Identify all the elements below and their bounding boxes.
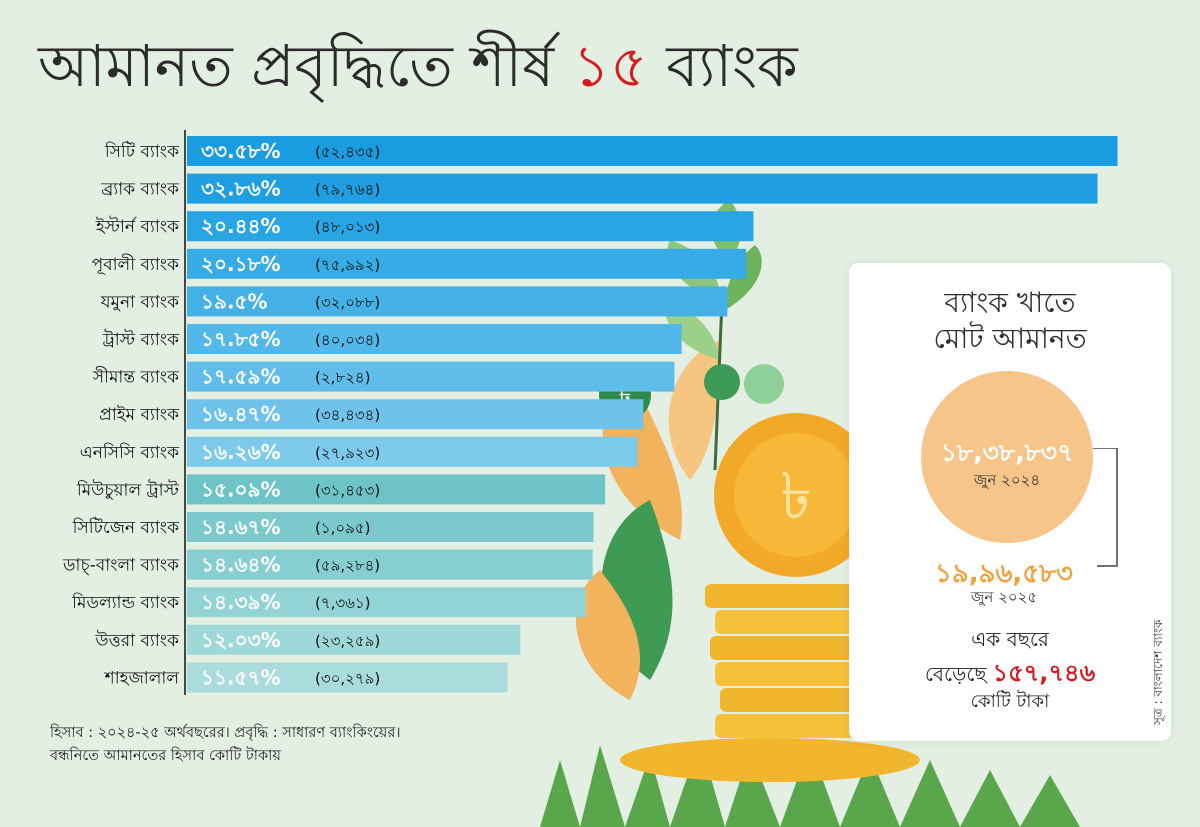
bar (187, 136, 1118, 166)
increase-line: বেড়েছে ১৫৭,৭৪৬ (849, 655, 1171, 695)
title-number: ১৫ (572, 32, 648, 100)
bar (187, 512, 594, 542)
bar (187, 549, 593, 580)
deposit-2024-circle: ১৮,৩৮,৮৩৭ জুন ২০২৪ (921, 371, 1093, 543)
deposit-label: (১,০৯৫) (315, 519, 370, 537)
deposit-label: (৫২,৪৩৫) (315, 143, 380, 161)
bracket-connector (1093, 448, 1118, 567)
increase-prefix: এক বছরে (971, 627, 1049, 651)
category-label: শাহজালাল (104, 668, 180, 688)
value-label: ১৪.৬৪% (201, 553, 281, 577)
footnote-line2: বন্ধনিতে আমানতের হিসাব কোটি টাকায় (50, 748, 281, 764)
value-label: ১৪.৬৭% (201, 515, 281, 539)
deposit-label: (৩১,৪৫৩) (315, 481, 380, 499)
value-label: ২০.১৮% (201, 252, 281, 276)
source-note: সূত্র : বাংলাদেশ ব্যাংক (1151, 619, 1165, 725)
bar (187, 211, 754, 242)
value-label: ৩২.৮৬% (201, 177, 281, 201)
value-label: ১৭.৫৯% (201, 365, 281, 389)
value-label: ১৪.৩৯% (201, 590, 281, 614)
grass (540, 740, 1080, 827)
deposit-2025-date: জুন ২০২৫ (970, 588, 1038, 606)
deposit-2025-value: ১৯,৯৬,৫৮৩ (935, 559, 1073, 589)
category-label: সীমান্ত ব্যাংক (92, 367, 180, 388)
bar (187, 587, 586, 618)
bar (187, 286, 728, 317)
bar (187, 173, 1098, 204)
category-label: সিটি ব্যাংক (104, 141, 180, 162)
coin-stack (705, 584, 865, 608)
category-label: প্রাইম ব্যাংক (99, 405, 180, 425)
card-title-line1: ব্যাংক খাতে (944, 286, 1076, 319)
category-label: পূবালী ব্যাংক (92, 254, 181, 275)
deposit-label: (৩৪,৪৩৪) (315, 406, 380, 424)
increase-unit: কোটি টাকা (970, 691, 1050, 712)
check-coin-icon (744, 364, 784, 404)
category-label: এনসিসি ব্যাংক (80, 442, 180, 463)
bar (187, 474, 606, 505)
value-label: ১৫.০৯% (201, 477, 281, 501)
category-label: উত্তরা ব্যাংক (94, 630, 180, 651)
value-label: ১৬.৪৭% (201, 402, 281, 426)
deposit-label: (২৭,৯২৩) (315, 444, 380, 462)
bar (187, 662, 508, 693)
value-label: ৩৩.৫৮% (201, 139, 281, 163)
deposit-label: (৪৮,০১৩) (315, 218, 380, 236)
value-label: ১৭.৮৫% (201, 327, 281, 351)
bar (187, 324, 682, 354)
value-label: ১১.৫৭% (201, 665, 281, 689)
increase-verb: বেড়েছে (924, 662, 987, 686)
deposit-label: (৭,৩৬১) (315, 594, 370, 612)
deposit-label: (২৩,২৫৯) (315, 632, 380, 650)
bar-chart: সিটি ব্যাংক ৩৩.৫৮% (৫২,৪৩৫) ব্র্যাক ব্যাংক ৩… (62, 130, 1118, 695)
bar (187, 248, 747, 279)
card-title: ব্যাংক খাতে মোট আমানত (849, 285, 1171, 357)
deposit-label: (৩০,২৭৯) (315, 669, 380, 687)
deposit-label: (৭৫,৯৯২) (315, 256, 380, 274)
deposit-label: (৪০,০৩৪) (315, 331, 380, 349)
deposit-2024-date: জুন ২০২৪ (973, 471, 1041, 489)
increase-value: ১৫৭,৭৪৬ (992, 659, 1096, 687)
leaf-orange-lower (576, 570, 640, 700)
bar (187, 624, 521, 655)
value-label: ২০.৪৪% (201, 214, 281, 238)
bar (187, 399, 644, 430)
plant-coins-illustration: ৳ ৳ (540, 200, 1080, 827)
value-label: ১২.০৩% (201, 628, 281, 652)
value-label: ১৬.২৬% (201, 440, 281, 464)
category-label: সিটিজেন ব্যাংক (72, 517, 180, 538)
category-label: ডাচ্-বাংলা ব্যাংক (62, 556, 180, 576)
bar (187, 361, 675, 392)
title-suffix: ব্যাংক (666, 32, 798, 100)
title-main: আমানত প্রবৃদ্ধিতে শীর্ষ (38, 32, 555, 100)
category-label: যমুনা ব্যাংক (100, 292, 180, 312)
taka-glyph-big: ৳ (780, 460, 812, 534)
bar (187, 436, 638, 467)
category-label: ব্র্যাক ব্যাংক (100, 180, 180, 200)
total-deposit-card: ব্যাংক খাতে মোট আমানত ১৮,৩৮,৮৩৭ জুন ২০২৪… (849, 263, 1171, 741)
category-label: ইস্টার্ন ব্যাংক (95, 216, 180, 237)
category-label: মিডল্যান্ড ব্যাংক (71, 592, 180, 613)
deposit-label: (৩২,০৮৮) (315, 293, 380, 311)
taka-coin-small-icon (704, 364, 740, 400)
category-label: ট্রাস্ট ব্যাংক (102, 329, 180, 350)
deposit-label: (৫৯,২৮৪) (315, 557, 380, 575)
category-label: মিউচুয়াল ট্রাস্ট (76, 479, 180, 500)
value-label: ১৯.৫% (201, 289, 268, 313)
deposit-label: (২,৮২৪) (315, 369, 370, 387)
deposit-2024-value: ১৮,৩৮,৮৩৭ (940, 438, 1074, 467)
footnote: হিসাব : ২০২৪-২৫ অর্থবছরের। প্রবৃদ্ধি : স… (50, 722, 570, 768)
page-title: আমানত প্রবৃদ্ধিতে শীর্ষ ১৫ ব্যাংক (38, 26, 1038, 106)
footnote-line1: হিসাব : ২০২৪-২৫ অর্থবছরের। প্রবৃদ্ধি : স… (50, 725, 401, 741)
deposit-label: (৭৯,৭৬৪) (315, 181, 380, 199)
card-title-line2: মোট আমানত (933, 322, 1087, 355)
